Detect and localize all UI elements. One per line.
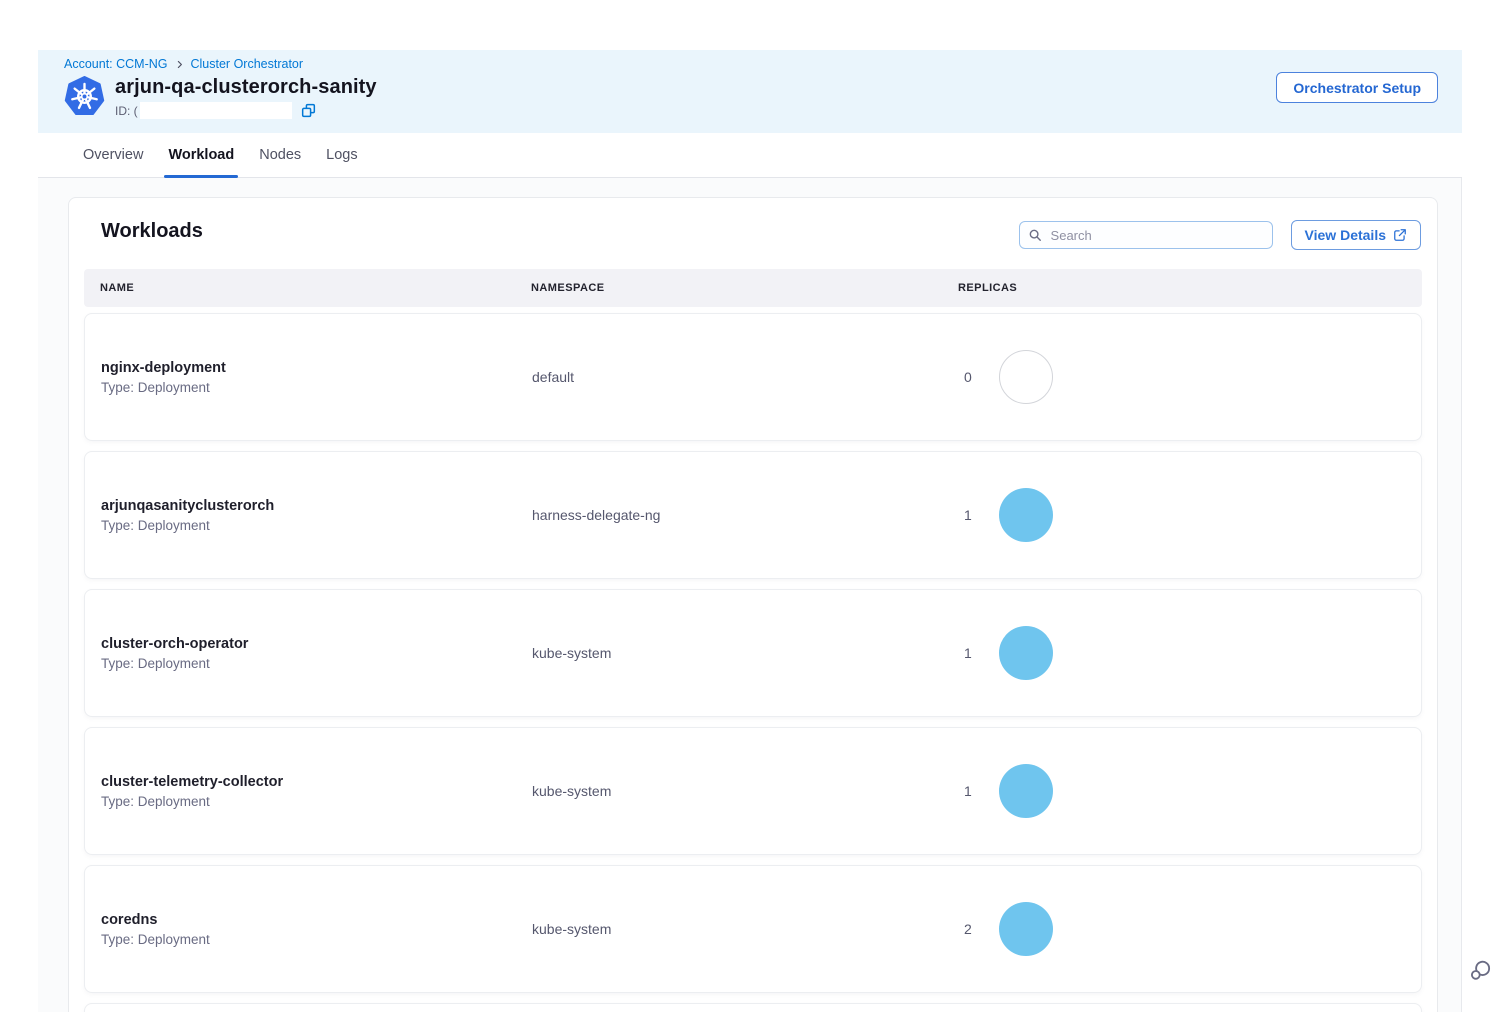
chevron-right-icon <box>175 60 184 69</box>
workload-namespace: default <box>532 369 575 385</box>
workloads-card-header: Workloads View Details <box>84 212 1422 269</box>
tab-bar: Overview Workload Nodes Logs <box>38 133 1462 178</box>
table-header: NAME NAMESPACE REPLICAS <box>84 269 1422 307</box>
workload-name-cell: cluster-orch-operator Type: Deployment <box>85 636 532 671</box>
table-row-partial[interactable] <box>84 1003 1422 1012</box>
workload-replicas-cell: 1 <box>959 764 1421 818</box>
chat-icon[interactable] <box>1468 958 1494 984</box>
tab-logs[interactable]: Logs <box>326 147 358 163</box>
replica-status-circle <box>999 350 1053 404</box>
workload-type: Type: Deployment <box>101 655 210 671</box>
workload-replicas-cell: 1 <box>959 626 1421 680</box>
table-row[interactable]: arjunqasanityclusterorch Type: Deploymen… <box>84 451 1422 579</box>
table-row[interactable]: coredns Type: Deployment kube-system 2 <box>84 865 1422 993</box>
breadcrumb-section-link[interactable]: Cluster Orchestrator <box>190 57 304 71</box>
replica-status-circle <box>999 764 1053 818</box>
breadcrumb: Account: CCM-NG Cluster Orchestrator <box>64 57 1462 71</box>
cluster-id-row: ID: ( <box>115 102 377 119</box>
workloads-table-body: nginx-deployment Type: Deployment defaul… <box>84 313 1422 993</box>
workload-namespace: harness-delegate-ng <box>532 507 661 523</box>
cluster-id-label: ID: ( <box>115 103 138 118</box>
workload-namespace: kube-system <box>532 921 612 937</box>
cluster-id-masked-value <box>139 102 292 119</box>
replica-status-circle <box>999 626 1053 680</box>
workload-name-cell: nginx-deployment Type: Deployment <box>85 360 532 395</box>
workload-type: Type: Deployment <box>101 793 210 809</box>
workload-name: coredns <box>101 911 158 928</box>
workload-name: nginx-deployment <box>101 359 226 376</box>
workloads-title: Workloads <box>101 220 203 242</box>
table-row[interactable]: nginx-deployment Type: Deployment defaul… <box>84 313 1422 441</box>
search-input[interactable] <box>1048 226 1264 244</box>
table-row[interactable]: cluster-telemetry-collector Type: Deploy… <box>84 727 1422 855</box>
copy-icon[interactable] <box>301 103 316 118</box>
workload-type: Type: Deployment <box>101 931 210 947</box>
orchestrator-setup-button[interactable]: Orchestrator Setup <box>1276 72 1438 103</box>
view-details-button[interactable]: View Details <box>1290 220 1421 250</box>
replica-count: 1 <box>964 507 972 523</box>
replica-status-circle <box>999 902 1053 956</box>
workload-name: cluster-orch-operator <box>101 635 249 652</box>
column-header-replicas: REPLICAS <box>958 282 1018 294</box>
replica-count: 0 <box>964 369 972 385</box>
workload-name: cluster-telemetry-collector <box>101 773 284 790</box>
workload-replicas-cell: 2 <box>959 902 1421 956</box>
kubernetes-icon <box>64 76 105 116</box>
search-box <box>1018 221 1273 249</box>
replica-count: 2 <box>964 921 972 937</box>
search-icon <box>1028 228 1042 242</box>
tab-nodes[interactable]: Nodes <box>259 147 302 163</box>
tab-overview[interactable]: Overview <box>83 147 144 163</box>
workloads-card: Workloads View Details <box>68 197 1438 1012</box>
workload-type: Type: Deployment <box>101 379 210 395</box>
workload-type: Type: Deployment <box>101 517 210 533</box>
breadcrumb-account-link[interactable]: Account: CCM-NG <box>64 57 168 71</box>
view-details-label: View Details <box>1304 227 1386 243</box>
app-window: Account: CCM-NG Cluster Orchestrator <box>38 50 1462 1012</box>
table-row[interactable]: cluster-orch-operator Type: Deployment k… <box>84 589 1422 717</box>
replica-count: 1 <box>964 645 972 661</box>
workload-namespace: kube-system <box>532 645 612 661</box>
workload-name: arjunqasanityclusterorch <box>101 497 275 514</box>
workloads-actions: View Details <box>1018 220 1421 250</box>
page-title: arjun-qa-clusterorch-sanity <box>115 76 377 98</box>
external-link-icon <box>1393 228 1407 242</box>
tab-workload[interactable]: Workload <box>164 133 239 178</box>
replica-status-circle <box>999 488 1053 542</box>
workload-namespace: kube-system <box>532 783 612 799</box>
workload-name-cell: cluster-telemetry-collector Type: Deploy… <box>85 774 532 809</box>
title-block: arjun-qa-clusterorch-sanity ID: ( <box>115 75 377 119</box>
cluster-header: Account: CCM-NG Cluster Orchestrator <box>38 50 1462 133</box>
workload-replicas-cell: 1 <box>959 488 1421 542</box>
replica-count: 1 <box>964 783 972 799</box>
workload-replicas-cell: 0 <box>959 350 1421 404</box>
title-row: arjun-qa-clusterorch-sanity ID: ( <box>64 75 1462 119</box>
workload-name-cell: coredns Type: Deployment <box>85 912 532 947</box>
column-header-namespace: NAMESPACE <box>531 282 605 294</box>
content-area: Workloads View Details <box>38 178 1462 1012</box>
column-header-name: NAME <box>100 282 135 294</box>
workload-name-cell: arjunqasanityclusterorch Type: Deploymen… <box>85 498 532 533</box>
